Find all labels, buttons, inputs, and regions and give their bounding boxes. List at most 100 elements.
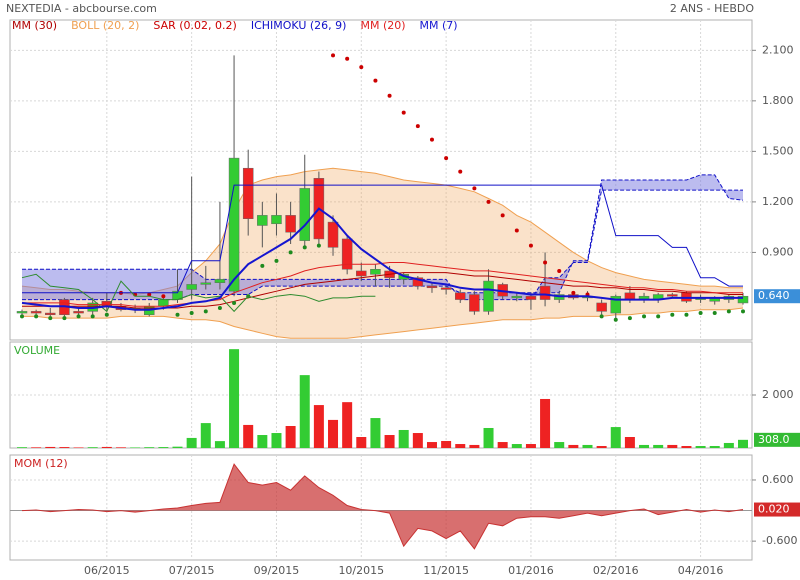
candle-body [539, 285, 551, 300]
candle-body [440, 287, 452, 290]
volume-bar [158, 447, 169, 448]
candle-body [228, 157, 240, 292]
candle-body [596, 302, 607, 312]
sar-dot [20, 314, 24, 319]
last-value-box [754, 289, 800, 304]
sar-dot [543, 260, 548, 265]
sar-dot [387, 93, 392, 98]
volume-bar [610, 427, 621, 448]
volume-bar [214, 441, 225, 448]
candle-body [610, 295, 622, 314]
volume-bar [342, 402, 353, 448]
y-tick-label: 1.800 [762, 94, 794, 107]
y-tick-label: 1.200 [762, 195, 794, 208]
volume-bar [695, 446, 706, 448]
momentum-area [22, 464, 743, 549]
volume-bar [738, 439, 748, 448]
candle-body [186, 284, 197, 290]
sar-dot [34, 314, 39, 319]
x-tick-label: 01/2016 [508, 564, 554, 577]
volume-bar [653, 444, 664, 448]
volume-bar [568, 444, 579, 448]
moving-average [22, 272, 743, 309]
candle-body [299, 188, 310, 241]
x-tick-label: 09/2015 [254, 564, 300, 577]
y-tick-label: -0.600 [762, 534, 797, 547]
volume-bar [398, 429, 409, 448]
legend-entry: MM (20) [360, 19, 405, 32]
candle-body [356, 270, 367, 277]
volume-bar [582, 444, 593, 448]
candle-body [455, 292, 466, 300]
volume-bar [384, 435, 395, 448]
sar-dot [175, 312, 180, 317]
legend-entry: ICHIMOKU (26, 9) [251, 19, 347, 32]
volume-bar [540, 398, 551, 448]
sar-dot [514, 228, 519, 233]
volume-bar [497, 442, 508, 448]
candle-body [511, 295, 523, 299]
candle-body [285, 215, 296, 233]
y-tick-label: 0.600 [762, 473, 794, 486]
candle-body [214, 279, 226, 283]
candle-body [16, 311, 28, 314]
y-tick-label: 2.100 [762, 43, 794, 56]
volume-bar [426, 442, 437, 448]
sar-dot [528, 243, 533, 248]
sar-dot [104, 312, 109, 317]
volume-bar [59, 447, 70, 448]
legend-entry: BOLL (20, 2) [71, 19, 139, 32]
volume-bar [328, 419, 339, 448]
sar-dot [274, 258, 279, 263]
volume-bar [101, 446, 112, 448]
sar-dot [345, 56, 350, 61]
sar-dot [232, 300, 237, 305]
sar-dot [599, 314, 604, 319]
sar-dot [741, 309, 745, 314]
momentum-line [21, 463, 744, 550]
panel-frame [9, 341, 753, 449]
sar-dot [373, 78, 378, 83]
legend-entry: SAR (0.02, 0.2) [153, 19, 236, 32]
candle-body [45, 312, 56, 315]
sar-dot [316, 243, 321, 248]
volume-bar [511, 444, 522, 448]
candle-body [158, 299, 169, 307]
sar-dot [684, 312, 689, 317]
candle-body [426, 285, 438, 289]
sar-dot [613, 317, 618, 322]
sar-dot [500, 213, 505, 218]
candle-body [327, 221, 339, 248]
ichimoku-kijun [22, 184, 743, 294]
sar-dot [415, 124, 420, 129]
sar-dot [401, 110, 406, 115]
volume-bar [31, 447, 42, 448]
x-tick-label: 07/2015 [169, 564, 215, 577]
volume-bar [441, 440, 452, 448]
sar-dot [642, 314, 647, 319]
candle-body [483, 280, 494, 312]
sar-dot [76, 314, 81, 319]
last-value-label: 308.0 [758, 433, 790, 446]
x-tick-label: 06/2015 [84, 564, 130, 577]
plot-area [16, 53, 749, 339]
y-tick-label: 1.500 [762, 144, 794, 157]
volume-bar [469, 444, 480, 448]
volume-bar [624, 437, 635, 448]
legend-entry: MM (30) [12, 19, 57, 32]
candle-body [30, 311, 42, 314]
sar-dot [698, 311, 703, 316]
last-value-label: 0.640 [758, 289, 790, 302]
y-tick-label: 2 000 [762, 388, 794, 401]
volume-bar [313, 405, 324, 448]
bollinger-band [22, 168, 743, 339]
candle-body [469, 294, 480, 312]
volume-bar [200, 423, 211, 448]
candle-body [412, 277, 424, 287]
volume-bar [483, 427, 494, 448]
sar-dot [161, 294, 166, 299]
volume-bar [172, 446, 183, 448]
sar-dot [429, 137, 434, 142]
